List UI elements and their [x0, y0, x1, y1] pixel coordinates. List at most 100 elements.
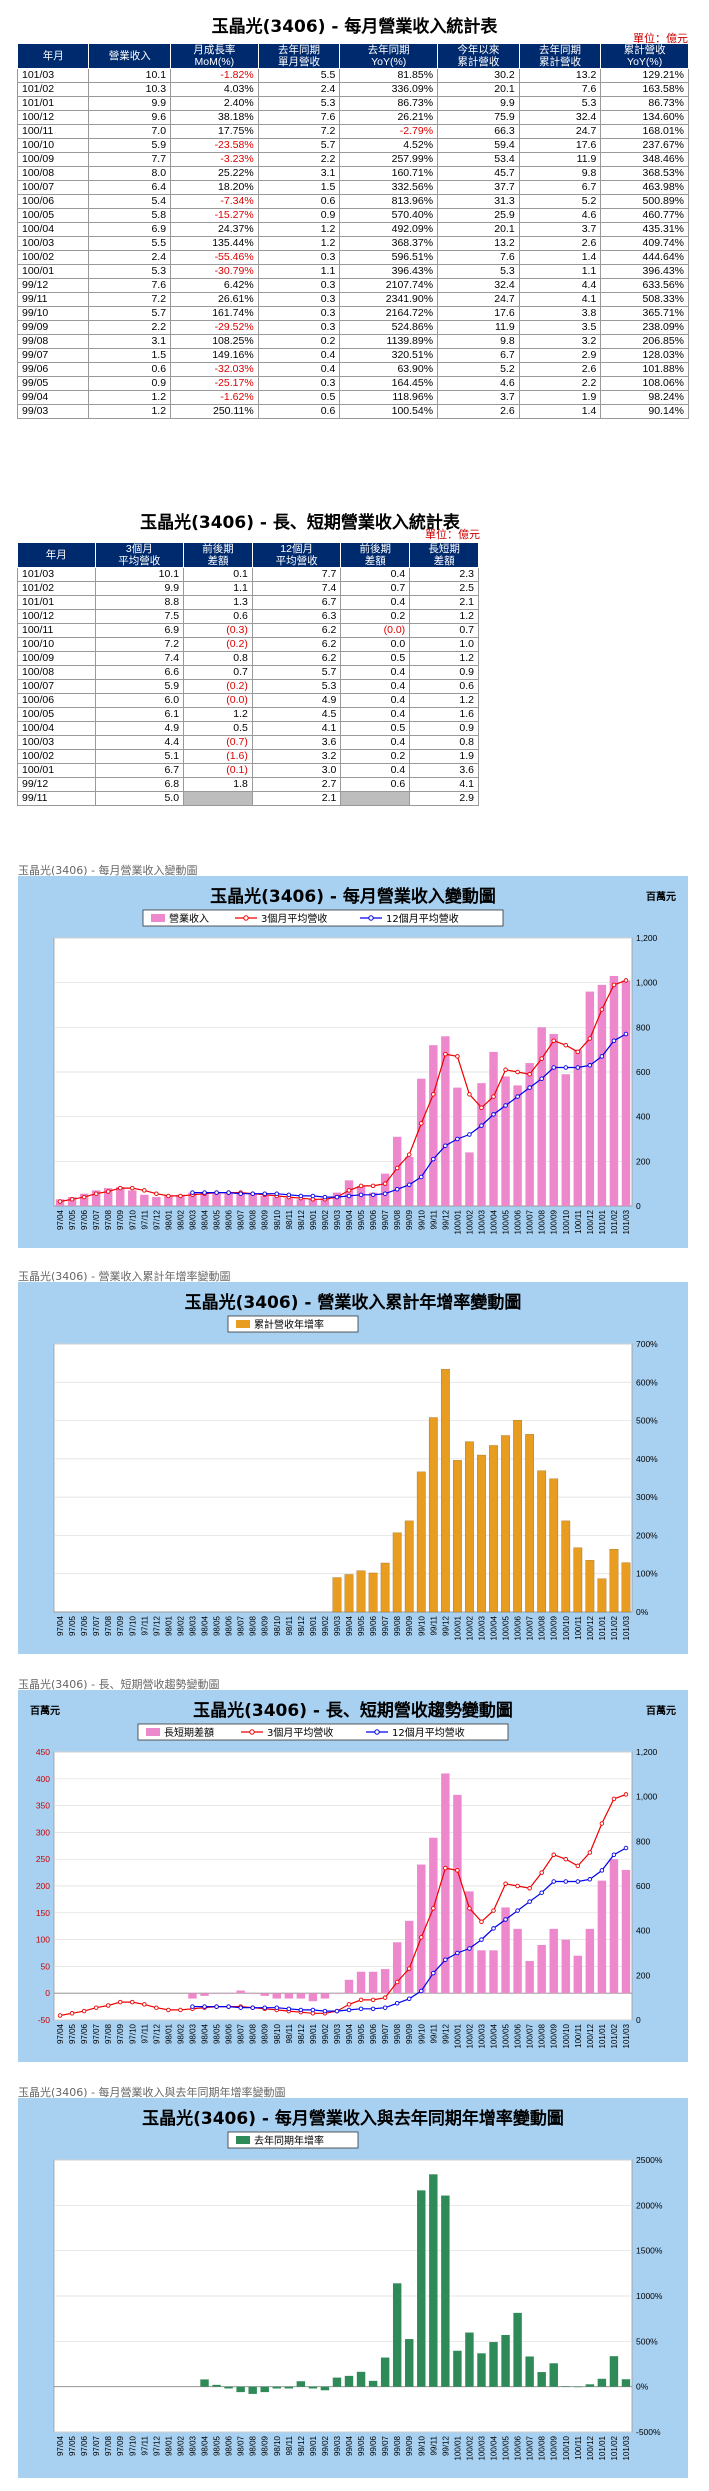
y-tick-label-right: 100% — [636, 1569, 658, 1579]
chart2-caption: 玉晶光(3406) - 營業收入累計年增率變動圖 — [18, 1270, 231, 1283]
table-cell: 0.4 — [340, 679, 411, 694]
bar — [405, 2339, 414, 2387]
table-cell: 81.85% — [339, 68, 439, 83]
chart-legend — [142, 909, 504, 927]
table-cell: (0.0) — [183, 693, 253, 708]
y-tick-label-right: 400 — [636, 1112, 650, 1122]
table-cell: 6.3 — [251, 609, 342, 624]
bar — [103, 1188, 113, 1206]
table-cell: 368.53% — [600, 166, 689, 181]
y-tick-label-right: 0 — [636, 1201, 641, 1211]
x-tick-label: 101/03 — [622, 1615, 631, 1640]
data-point — [479, 1937, 484, 1942]
x-tick-label: 100/12 — [586, 1209, 595, 1234]
x-tick-label: 97/10 — [128, 2023, 137, 2044]
table-cell: -23.58% — [170, 138, 259, 153]
table-cell: 4.9 — [251, 693, 342, 708]
data-point — [117, 1999, 123, 2005]
x-tick-label: 97/05 — [68, 1209, 77, 1230]
table-cell: 45.7 — [437, 166, 520, 181]
bar — [308, 1199, 318, 1206]
bar — [549, 2363, 558, 2387]
bar — [164, 1195, 173, 1206]
bar — [404, 1520, 414, 1613]
x-tick-label: 98/11 — [285, 1615, 294, 1635]
table-cell: 99/11 — [16, 292, 90, 307]
data-point — [611, 1038, 617, 1043]
x-tick-label: 100/06 — [514, 2023, 523, 2048]
chart-unit: 百萬元 — [646, 890, 676, 903]
x-tick-label: 97/12 — [152, 2023, 161, 2044]
table-cell: 24.7 — [437, 292, 520, 307]
table2-header: 前後期 差額 — [340, 542, 411, 568]
x-tick-label: 101/02 — [610, 1209, 619, 1234]
bar — [525, 2356, 534, 2387]
table-cell — [340, 791, 411, 806]
table-cell: 0.5 — [183, 721, 253, 736]
bar — [272, 1197, 281, 1206]
legend-marker — [243, 915, 249, 921]
table-cell: 4.4 — [518, 278, 602, 293]
data-point — [515, 1069, 520, 1075]
table-cell: 10.1 — [88, 68, 172, 83]
bar — [248, 1193, 257, 1206]
table-cell: 4.4 — [94, 735, 185, 750]
bar — [597, 1578, 607, 1613]
x-tick-label: 100/03 — [477, 1209, 486, 1234]
table1-header: 年月 — [16, 43, 90, 69]
x-tick-label: 100/04 — [490, 2023, 499, 2048]
x-tick-label: 98/04 — [201, 1209, 210, 1230]
x-tick-label: 99/01 — [309, 1209, 318, 1230]
table2-header: 長短期 差額 — [409, 542, 479, 568]
x-tick-label: 100/05 — [502, 2023, 511, 2048]
legend-label: 3個月平均營收 — [261, 912, 327, 925]
data-point — [406, 1182, 412, 1188]
x-tick-label: 97/09 — [116, 2435, 125, 2456]
table-cell: 2.1 — [409, 595, 479, 610]
data-point — [394, 1187, 400, 1192]
table-cell: 164.45% — [339, 376, 439, 391]
bar — [525, 1063, 534, 1206]
data-point — [443, 1865, 448, 1871]
table-cell: 0.6 — [183, 609, 253, 624]
data-point — [563, 1879, 569, 1884]
table-cell: 1.2 — [88, 404, 172, 419]
table-cell: 9.6 — [88, 110, 172, 125]
table-cell: 6.9 — [88, 222, 172, 237]
data-point — [599, 1054, 605, 1059]
table-cell: 409.74% — [600, 236, 689, 251]
x-tick-label: 100/09 — [550, 2435, 559, 2460]
table-cell: 7.4 — [94, 651, 185, 666]
table-cell: 99/11 — [17, 791, 96, 806]
x-tick-label: 98/12 — [297, 1615, 306, 1636]
table-cell: 6.2 — [251, 623, 342, 638]
x-tick-label: 99/12 — [441, 2023, 450, 2044]
table-row: 99/06 0.6 -32.03% 0.4 63.90% 5.2 2.6 101.88% — [16, 362, 689, 377]
table-cell: 4.52% — [339, 138, 439, 153]
table-row: 100/04 4.9 0.5 4.1 0.5 0.9 — [17, 721, 479, 736]
x-tick-label: 99/03 — [333, 2435, 342, 2456]
table-cell: 0.6 — [257, 404, 341, 419]
bar — [537, 1944, 546, 1994]
x-tick-label: 100/03 — [477, 1615, 486, 1640]
y-tick-label-right: 300% — [636, 1492, 658, 1502]
x-tick-label: 97/11 — [140, 1615, 149, 1635]
table-cell: 633.56% — [600, 278, 689, 293]
bar — [140, 1194, 149, 1206]
data-point — [419, 1174, 424, 1180]
bar — [320, 1198, 330, 1206]
data-point — [575, 1049, 581, 1055]
bar — [513, 2312, 522, 2387]
table2-header: 前後期 差額 — [183, 542, 253, 568]
bar — [272, 2386, 281, 2389]
data-point — [611, 982, 617, 988]
x-tick-label: 101/03 — [622, 2023, 631, 2048]
table-cell: 250.11% — [170, 404, 259, 419]
x-tick-label: 100/11 — [574, 2023, 583, 2047]
x-tick-label: 97/06 — [80, 1209, 89, 1230]
y-tick-label: 300 — [36, 1827, 50, 1837]
x-tick-label: 99/11 — [429, 1615, 438, 1635]
table-cell: 4.03% — [170, 82, 259, 97]
table-row: 100/07 5.9 (0.2) 5.3 0.4 0.6 — [17, 679, 479, 694]
x-tick-label: 98/01 — [164, 2435, 173, 2456]
